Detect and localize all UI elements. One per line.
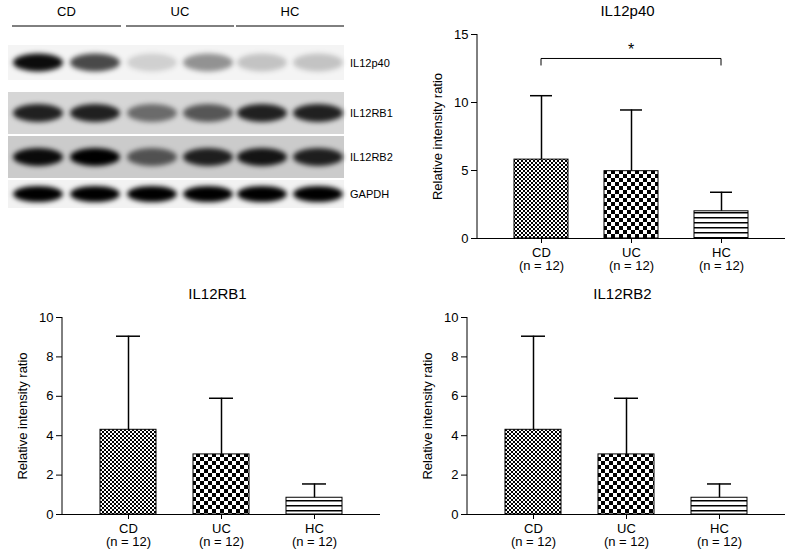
svg-text:HC(n = 12): HC(n = 12): [292, 521, 337, 549]
svg-text:UC: UC: [171, 4, 190, 19]
svg-text:UC(n = 12): UC(n = 12): [609, 245, 654, 273]
svg-text:10: 10: [454, 95, 468, 110]
svg-text:2: 2: [451, 467, 458, 482]
svg-text:5: 5: [461, 163, 468, 178]
svg-text:Relative intensity ratio: Relative intensity ratio: [15, 352, 30, 479]
html-text:IL12RB2: IL12RB2: [593, 285, 652, 302]
svg-text:Relative intensity ratio: Relative intensity ratio: [420, 352, 435, 479]
svg-text:GAPDH: GAPDH: [350, 188, 389, 200]
svg-text:IL12RB1: IL12RB1: [350, 107, 393, 119]
svg-text:*: *: [628, 41, 634, 58]
svg-text:IL12RB2: IL12RB2: [350, 151, 393, 163]
svg-text:6: 6: [46, 388, 53, 403]
svg-text:Relative intensity ratio: Relative intensity ratio: [430, 73, 445, 200]
svg-text:UC(n = 12): UC(n = 12): [604, 521, 649, 549]
svg-text:15: 15: [454, 27, 468, 42]
svg-text:CD: CD: [57, 4, 76, 19]
svg-text:CD(n = 12): CD(n = 12): [511, 521, 556, 549]
svg-text:0: 0: [451, 507, 458, 522]
html-text:IL12RB1: IL12RB1: [188, 285, 247, 302]
svg-text:HC(n = 12): HC(n = 12): [699, 245, 744, 273]
svg-text:0: 0: [461, 231, 468, 246]
svg-text:2: 2: [46, 467, 53, 482]
svg-text:HC: HC: [281, 4, 300, 19]
svg-text:IL12p40: IL12p40: [350, 57, 390, 69]
svg-text:CD(n = 12): CD(n = 12): [106, 521, 151, 549]
svg-text:4: 4: [46, 428, 53, 443]
svg-text:8: 8: [451, 349, 458, 364]
svg-text:CD(n = 12): CD(n = 12): [519, 245, 564, 273]
svg-text:10: 10: [444, 310, 458, 325]
svg-text:8: 8: [46, 349, 53, 364]
svg-text:4: 4: [451, 428, 458, 443]
svg-text:10: 10: [39, 310, 53, 325]
html-text:IL12p40: IL12p40: [600, 2, 655, 19]
svg-text:0: 0: [46, 507, 53, 522]
svg-text:HC(n = 12): HC(n = 12): [697, 521, 742, 549]
svg-text:6: 6: [451, 388, 458, 403]
svg-text:UC(n = 12): UC(n = 12): [199, 521, 244, 549]
